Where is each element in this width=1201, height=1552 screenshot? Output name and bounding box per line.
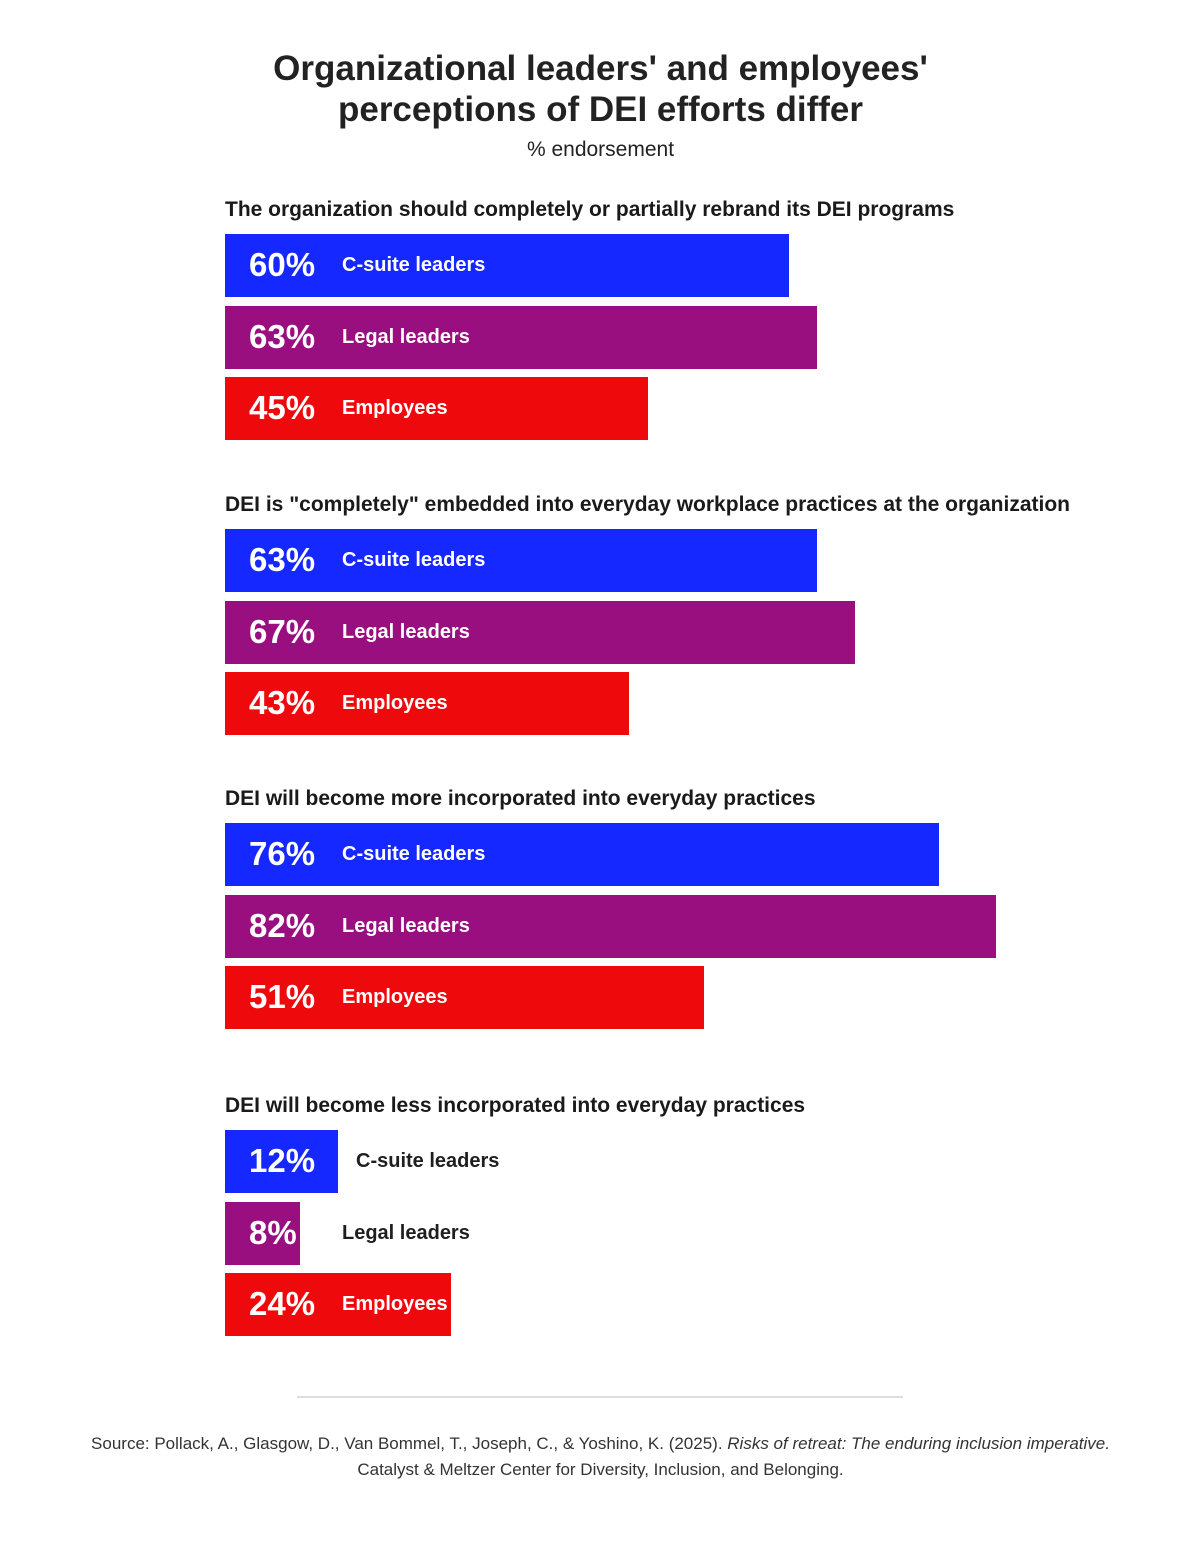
category-label: Legal leaders xyxy=(342,915,470,937)
bar xyxy=(225,601,855,664)
value-label: 63% xyxy=(249,541,316,578)
bar xyxy=(225,895,996,958)
source-citation: Source: Pollack, A., Glasgow, D., Van Bo… xyxy=(91,1434,728,1453)
bar xyxy=(225,823,939,886)
source-publishers: Catalyst & Meltzer Center for Diversity,… xyxy=(357,1460,844,1479)
value-label: 60% xyxy=(249,246,316,283)
bar xyxy=(225,306,817,369)
category-label: Employees xyxy=(342,397,448,419)
value-label: 76% xyxy=(249,835,316,872)
divider xyxy=(297,1396,903,1398)
source-note: Source: Pollack, A., Glasgow, D., Van Bo… xyxy=(0,1431,1201,1483)
category-label: Legal leaders xyxy=(342,1222,470,1244)
bar xyxy=(225,966,704,1029)
category-label: Employees xyxy=(342,692,448,714)
question-label: DEI is "completely" embedded into everyd… xyxy=(225,493,1071,516)
chart-subtitle: % endorsement xyxy=(526,138,675,161)
bar xyxy=(225,672,629,735)
value-label: 67% xyxy=(249,613,316,650)
value-label: 24% xyxy=(249,1285,316,1322)
bar xyxy=(225,1130,338,1193)
value-label: 43% xyxy=(249,684,316,721)
bar xyxy=(225,1202,300,1265)
category-label: C-suite leaders xyxy=(356,1150,500,1172)
bar xyxy=(225,234,789,297)
bar xyxy=(225,1273,451,1336)
category-label: C-suite leaders xyxy=(342,843,486,865)
source-report-title: Risks of retreat: The enduring inclusion… xyxy=(727,1434,1110,1453)
value-label: 63% xyxy=(249,318,316,355)
bar xyxy=(225,377,648,440)
value-label: 82% xyxy=(249,907,316,944)
category-label: Employees xyxy=(342,1293,448,1315)
value-label: 8% xyxy=(249,1214,297,1251)
category-label: Legal leaders xyxy=(342,621,470,643)
question-label: DEI will become more incorporated into e… xyxy=(225,787,816,810)
category-label: Employees xyxy=(342,986,448,1008)
bar xyxy=(225,529,817,592)
category-label: Legal leaders xyxy=(342,326,470,348)
value-label: 51% xyxy=(249,978,316,1015)
question-label: The organization should completely or pa… xyxy=(225,198,955,221)
value-label: 45% xyxy=(249,389,316,426)
chart-title: Organizational leaders' and employees' p… xyxy=(273,49,928,129)
question-label: DEI will become less incorporated into e… xyxy=(225,1094,806,1117)
category-label: C-suite leaders xyxy=(342,254,486,276)
category-label: C-suite leaders xyxy=(342,549,486,571)
value-label: 12% xyxy=(249,1142,316,1179)
